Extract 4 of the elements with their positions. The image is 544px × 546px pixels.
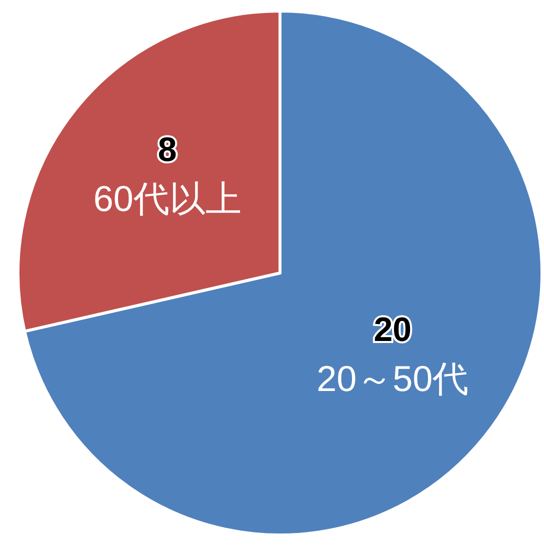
slice-label: 20～50代 — [316, 358, 469, 399]
data-label: 20 — [374, 310, 412, 349]
data-label: 8 — [158, 131, 177, 170]
slice-label: 60代以上 — [93, 178, 242, 220]
